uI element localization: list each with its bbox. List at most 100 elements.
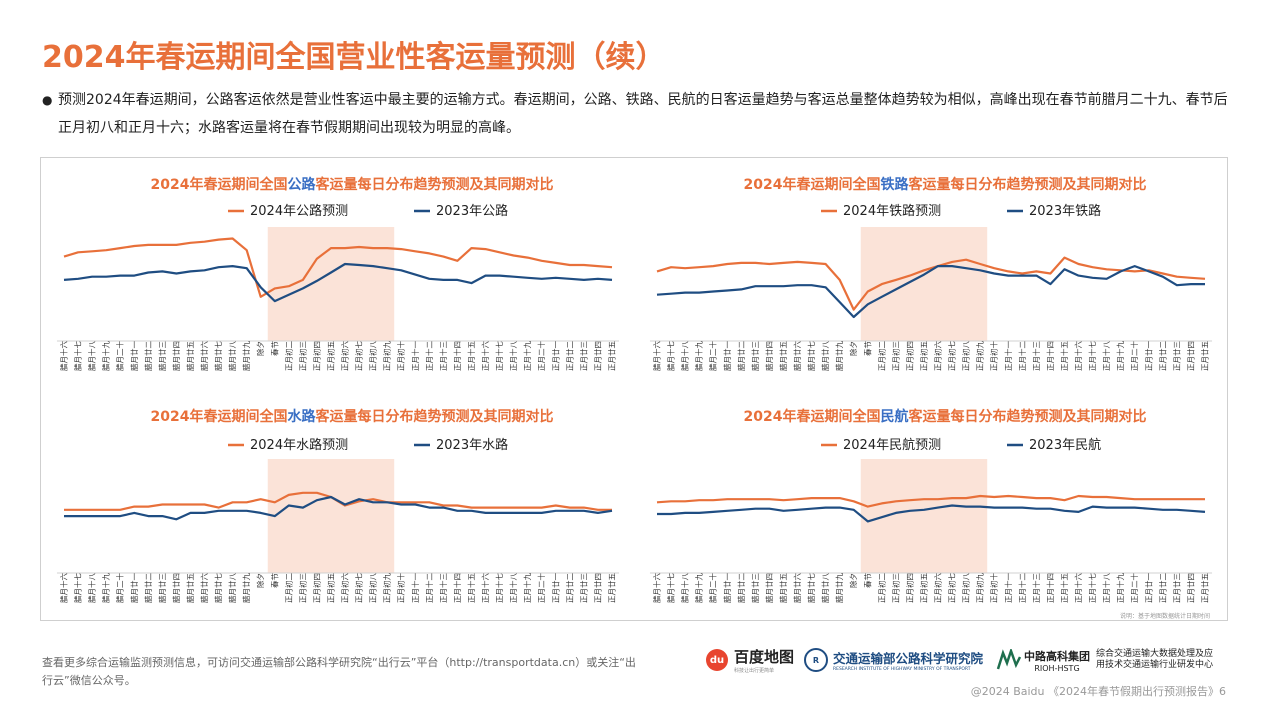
x-tick-label: 正月初九	[975, 573, 985, 603]
x-tick-label: 正月初三	[890, 341, 900, 371]
x-tick-label: 除夕	[255, 573, 265, 588]
x-tick-label: 正月初七	[354, 573, 364, 603]
x-tick-label: 腊月十六	[59, 341, 69, 371]
x-tick-label: 正月十五	[1059, 341, 1069, 371]
x-tick-label: 腊月廿七	[213, 341, 223, 371]
x-tick-label: 腊月廿九	[834, 341, 844, 371]
rioh-logo-name: 交通运输部公路科学研究院	[833, 651, 984, 666]
x-tick-label: 正月十三	[1031, 341, 1041, 371]
x-tick-label: 除夕	[255, 341, 265, 356]
chart-title-part: 客运量每日分布趋势预测及其同期对比	[314, 176, 553, 193]
chart-title-keyword: 民航	[880, 408, 908, 425]
x-tick-label: 正月初二	[876, 572, 886, 602]
x-tick-label: 正月初八	[961, 572, 971, 602]
x-tick-label: 正月十五	[1059, 573, 1069, 603]
x-tick-label: 正月初四	[904, 573, 914, 603]
legend-label: 2024年水路预测	[250, 437, 348, 453]
legend-label: 2023年民航	[1029, 437, 1101, 453]
x-tick-label: 正月初三	[297, 573, 307, 603]
page-title: 2024年春运期间全国营业性客运量预测（续）	[42, 40, 666, 75]
x-tick-label: 腊月十七	[666, 573, 676, 603]
x-tick-label: 腊月廿七	[806, 573, 816, 603]
x-tick-label: 正月十三	[438, 341, 448, 371]
x-tick-label: 正月二十	[1129, 572, 1139, 602]
series-line-prior	[656, 264, 1205, 319]
x-tick-label: 正月十四	[452, 341, 462, 371]
x-tick-label: 腊月廿一	[129, 573, 139, 603]
x-tick-label: 正月十六	[480, 340, 490, 370]
x-tick-label: 春节	[862, 341, 872, 356]
x-tick-label: 春节	[269, 341, 279, 356]
x-tick-label: 正月十六	[1073, 572, 1083, 602]
x-tick-label: 腊月廿三	[157, 573, 167, 603]
series-line-forecast	[656, 256, 1206, 311]
x-tick-label: 腊月廿九	[241, 341, 251, 371]
x-tick-label: 正月十九	[1115, 573, 1125, 603]
x-tick-label: 正月初三	[297, 341, 307, 371]
x-tick-label: 腊月廿三	[750, 573, 760, 603]
x-tick-label: 正月十三	[1031, 573, 1041, 603]
x-tick-label: 正月廿五	[607, 341, 617, 371]
x-tick-label: 正月廿四	[592, 573, 602, 603]
intro-text: 预测2024年春运期间，公路客运依然是营业性客运中最主要的运输方式。春运期间，公…	[58, 92, 1228, 136]
x-tick-label: 正月初六	[340, 340, 350, 370]
x-tick-label: 正月十四	[1045, 573, 1055, 603]
legend-label: 2024年铁路预测	[843, 203, 941, 219]
x-tick-label: 正月十四	[452, 573, 462, 603]
x-tick-label: 正月廿一	[550, 341, 560, 371]
x-tick-label: 正月初四	[311, 341, 321, 371]
x-tick-label: 腊月廿六	[792, 572, 802, 602]
x-tick-label: 腊月十七	[73, 573, 83, 603]
x-tick-label: 正月十八	[1101, 340, 1111, 370]
x-tick-label: 腊月十九	[101, 341, 111, 371]
x-tick-label: 腊月十九	[101, 573, 111, 603]
x-tick-label: 腊月廿七	[806, 341, 816, 371]
x-tick-label: 正月二十	[536, 340, 546, 370]
x-tick-label: 腊月廿九	[834, 573, 844, 603]
copyright: @2024 Baidu 《2024年春节假期出行预测报告》6	[970, 685, 1226, 698]
x-tick-label: 正月初四	[904, 341, 914, 371]
x-tick-label: 正月廿四	[1185, 573, 1195, 603]
source-note: 说明：基于地图数据统计日期时间	[1120, 613, 1211, 620]
x-tick-label: 正月初十	[989, 340, 999, 370]
chart-title-part: 客运量每日分布趋势预测及其同期对比	[907, 408, 1146, 425]
x-tick-label: 正月廿二	[564, 572, 574, 602]
x-tick-label: 正月初九	[382, 341, 392, 371]
x-tick-label: 腊月廿一	[129, 341, 139, 371]
x-tick-label: 正月廿四	[1185, 341, 1195, 371]
x-tick-label: 腊月廿二	[143, 572, 153, 602]
x-tick-label: 正月廿三	[578, 341, 588, 371]
chart-title-part: 客运量每日分布趋势预测及其同期对比	[314, 408, 553, 425]
x-tick-label: 腊月二十	[115, 572, 125, 602]
chart-panel	[40, 157, 1228, 621]
x-tick-label: 正月十四	[1045, 341, 1055, 371]
rd-center-line-2: 用技术交通运输行业研发中心	[1096, 660, 1214, 670]
x-tick-label: 正月廿一	[550, 573, 560, 603]
x-tick-label: 正月初六	[933, 340, 943, 370]
chart-title: 2024年春运期间全国公路客运量每日分布趋势预测及其同期对比	[151, 176, 554, 193]
rioh-emblem-icon: R	[804, 648, 828, 672]
chart-title-part: 客运量每日分布趋势预测及其同期对比	[907, 176, 1146, 193]
x-tick-label: 正月十八	[1101, 572, 1111, 602]
x-tick-label: 腊月十九	[694, 341, 704, 371]
x-tick-label: 腊月廿二	[736, 340, 746, 370]
x-tick-label: 正月初二	[283, 340, 293, 370]
x-tick-label: 正月十二	[1017, 340, 1027, 370]
x-tick-label: 腊月十八	[680, 340, 690, 370]
x-tick-label: 腊月廿五	[185, 573, 195, 603]
baidu-map-logo: du 百度地图 科技让出行更简单	[706, 646, 794, 674]
chart-title-keyword: 铁路	[880, 176, 909, 193]
x-tick-label: 正月十九	[522, 573, 532, 603]
x-tick-label: 正月十二	[1017, 572, 1027, 602]
footer-note: 查看更多综合运输监测预测信息，可访问交通运输部公路科学研究院“出行云”平台（ht…	[42, 656, 636, 687]
chart-title-keyword: 水路	[287, 408, 316, 425]
chart-title-keyword: 公路	[287, 176, 316, 193]
x-tick-label: 腊月廿四	[171, 341, 181, 371]
x-tick-label: 腊月廿四	[171, 573, 181, 603]
x-tick-label: 正月十一	[410, 341, 420, 371]
x-tick-label: 正月廿五	[607, 573, 617, 603]
x-tick-label: 正月廿四	[592, 341, 602, 371]
chart-title-part: 2024年春运期间全国	[151, 176, 288, 193]
x-tick-label: 腊月廿四	[764, 341, 774, 371]
